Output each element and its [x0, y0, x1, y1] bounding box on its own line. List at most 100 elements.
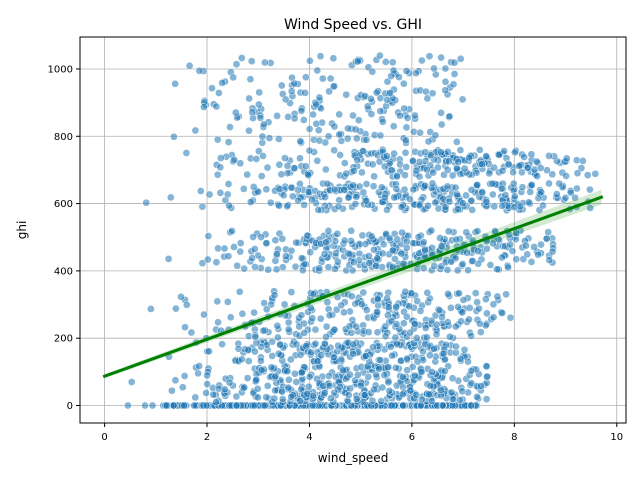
- data-point: [373, 295, 382, 304]
- data-point: [441, 64, 450, 73]
- data-point: [363, 102, 372, 111]
- data-point: [430, 344, 438, 353]
- data-point: [215, 89, 223, 97]
- data-point: [263, 382, 272, 390]
- data-point: [384, 311, 392, 320]
- data-point: [268, 352, 277, 360]
- data-point: [232, 392, 241, 401]
- data-point: [300, 201, 308, 209]
- plot-frame: [79, 36, 627, 424]
- data-point: [445, 197, 454, 206]
- data-point: [523, 163, 532, 172]
- data-point: [416, 128, 424, 137]
- data-point: [359, 147, 368, 155]
- data-point: [562, 154, 571, 163]
- data-point: [225, 201, 233, 210]
- data-point: [171, 79, 179, 88]
- data-point: [329, 54, 338, 63]
- data-point: [224, 252, 233, 261]
- data-point: [424, 137, 433, 146]
- data-point: [292, 378, 301, 386]
- data-point: [255, 88, 264, 97]
- data-point: [296, 351, 305, 359]
- data-point: [365, 252, 373, 260]
- data-point: [534, 250, 542, 259]
- data-point: [471, 289, 480, 297]
- data-point: [275, 160, 284, 169]
- data-point: [191, 126, 200, 135]
- data-point: [473, 181, 482, 189]
- data-point: [415, 158, 424, 166]
- data-point: [459, 296, 468, 304]
- data-point: [271, 386, 279, 395]
- data-point: [412, 166, 421, 175]
- data-point: [347, 328, 356, 337]
- data-point: [320, 389, 329, 397]
- data-point: [441, 77, 450, 86]
- data-point: [498, 166, 507, 175]
- data-point: [304, 382, 313, 391]
- data-point: [270, 291, 279, 300]
- data-point: [586, 185, 594, 194]
- data-point: [456, 354, 465, 363]
- data-point: [294, 186, 302, 194]
- data-point: [301, 162, 310, 171]
- data-point: [313, 66, 322, 75]
- data-point: [336, 151, 344, 159]
- data-point: [166, 193, 175, 202]
- data-point: [381, 322, 390, 331]
- data-point: [403, 366, 411, 375]
- regression-layer: [102, 189, 604, 379]
- data-point: [290, 114, 299, 123]
- data-point: [444, 157, 453, 166]
- data-point: [377, 183, 386, 192]
- data-point: [237, 54, 246, 62]
- data-point: [250, 245, 259, 253]
- data-point: [270, 394, 279, 403]
- data-point: [392, 302, 401, 311]
- data-point: [238, 309, 247, 318]
- data-point: [262, 305, 271, 314]
- data-point: [169, 401, 178, 410]
- data-point: [527, 180, 536, 189]
- data-point: [216, 163, 225, 172]
- data-point: [509, 179, 518, 188]
- data-point: [349, 340, 358, 349]
- data-point: [397, 249, 406, 258]
- data-point: [195, 66, 204, 75]
- data-point: [364, 372, 373, 381]
- data-point: [243, 170, 252, 179]
- data-point: [387, 166, 396, 175]
- data-point: [349, 349, 357, 358]
- data-point: [357, 300, 366, 309]
- data-point: [376, 51, 384, 60]
- data-point: [465, 315, 473, 324]
- data-point: [232, 401, 241, 410]
- data-point: [443, 266, 452, 274]
- data-point: [257, 357, 265, 365]
- data-point: [373, 308, 382, 316]
- data-point: [272, 265, 281, 274]
- data-point: [321, 193, 329, 202]
- data-point: [283, 202, 291, 211]
- data-point: [416, 307, 425, 315]
- data-point: [406, 328, 414, 337]
- data-point: [376, 107, 385, 115]
- data-point: [452, 138, 461, 146]
- data-point: [313, 357, 322, 366]
- data-point: [476, 328, 485, 336]
- data-point: [373, 254, 382, 263]
- data-point: [296, 154, 304, 163]
- data-point: [276, 340, 284, 349]
- data-point: [396, 111, 404, 120]
- data-point: [413, 357, 422, 366]
- data-point: [320, 250, 329, 258]
- data-point: [489, 300, 498, 309]
- data-point: [351, 200, 360, 208]
- data-point: [421, 245, 429, 254]
- data-point: [281, 154, 289, 162]
- data-point: [301, 89, 309, 97]
- data-point: [464, 266, 472, 275]
- data-point: [287, 246, 296, 255]
- data-point: [358, 168, 366, 177]
